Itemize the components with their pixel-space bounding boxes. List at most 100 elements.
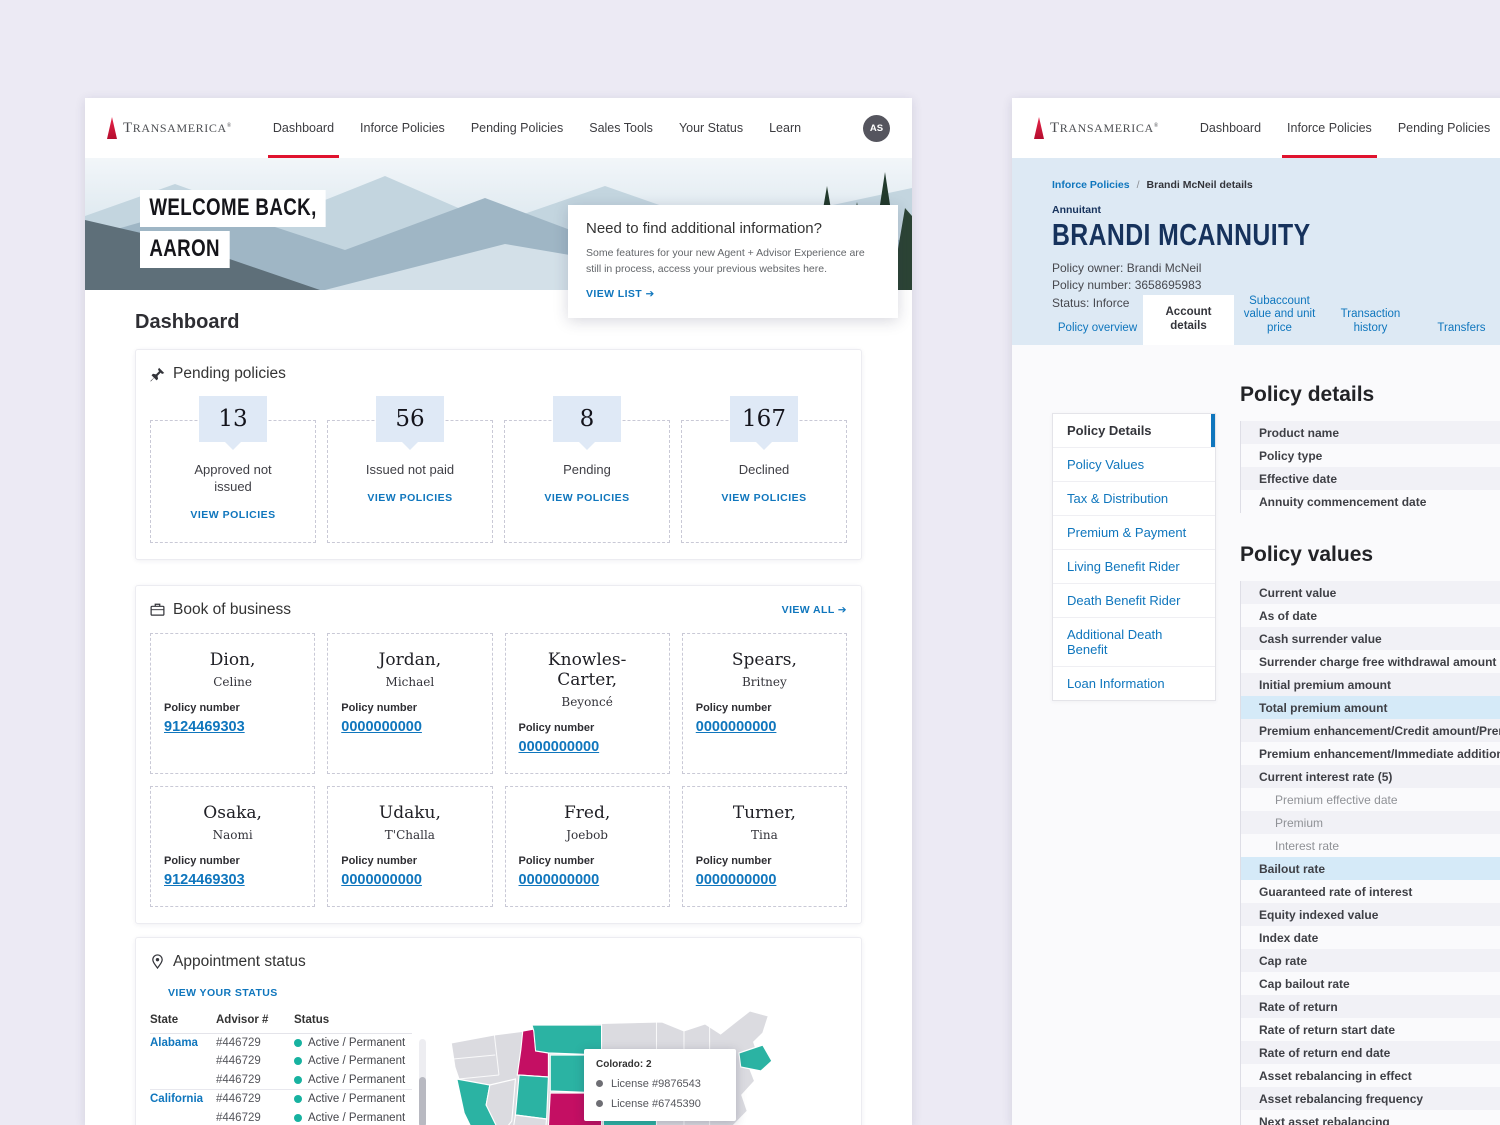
- nav-item[interactable]: Sales Tools: [589, 121, 653, 135]
- stat-label: Issued not paid: [365, 462, 455, 477]
- left-header: TRANSAMERICA® Dashboard Inforce Policies P…: [85, 98, 912, 158]
- state-arizona[interactable]: [510, 1114, 548, 1125]
- policy-number-link[interactable]: 0000000000: [518, 871, 600, 888]
- status-dot: [294, 1095, 302, 1104]
- policy-value-row: Cash surrender value: [1241, 627, 1500, 650]
- license-item: License #6745390: [596, 1098, 724, 1110]
- status-dot: [294, 1038, 302, 1047]
- view-policies-link[interactable]: VIEW POLICIES: [721, 491, 807, 504]
- table-row: California #446729 Active / Permanent: [150, 1088, 412, 1108]
- policy-number-link[interactable]: 9124469303: [164, 871, 245, 888]
- policy-value-row: Current value: [1241, 581, 1500, 604]
- state-link[interactable]: Alabama: [150, 1036, 198, 1049]
- side-menu-item[interactable]: Premium & Payment: [1053, 516, 1215, 550]
- policy-number-link[interactable]: 0000000000: [341, 871, 422, 888]
- breadcrumb-current: Brandi McNeil details: [1146, 179, 1253, 191]
- table-scrollbar: [419, 1038, 426, 1125]
- policy-number-link[interactable]: 0000000000: [695, 718, 777, 735]
- policy-tab[interactable]: Transaction history: [1340, 308, 1401, 335]
- right-header: TRANSAMERICA® Dashboard Inforce Policies P…: [1012, 98, 1500, 158]
- side-menu-item[interactable]: Policy Values: [1053, 448, 1215, 482]
- table-row: #446729 Active / Permanent: [150, 1071, 412, 1089]
- side-menu-item[interactable]: Death Benefit Rider: [1053, 584, 1215, 618]
- logo-wordmark: RANSAMERICA: [1059, 120, 1154, 135]
- advisor-number: #446729: [216, 1093, 261, 1106]
- policy-details-window: TRANSAMERICA® Dashboard Inforce Policies P…: [1012, 98, 1500, 1125]
- policy-detail-row: Annuity commencement date: [1259, 494, 1427, 509]
- policy-value-row: Cap bailout rate: [1259, 976, 1350, 991]
- pending-policies-card: Pending policies 13 Approved not issued …: [135, 349, 862, 560]
- pending-stat: 56 Issued not paid VIEW POLICIES: [327, 396, 493, 543]
- nav-item[interactable]: Learn: [769, 121, 802, 135]
- side-menu-item[interactable]: Loan Information: [1067, 676, 1165, 691]
- side-menu-item[interactable]: Policy Details: [1053, 414, 1215, 448]
- view-policies-link[interactable]: VIEW POLICIES: [544, 491, 630, 504]
- view-policies-link[interactable]: VIEW POLICIES: [190, 508, 276, 521]
- side-menu-item[interactable]: Living Benefit Rider: [1053, 550, 1215, 584]
- nav-item[interactable]: Your Status: [678, 121, 744, 135]
- breadcrumb-parent[interactable]: Inforce Policies: [1052, 179, 1130, 191]
- advisor-number: #446729: [216, 1073, 261, 1086]
- client-cards: Dion, Celine Policy number 9124469303 Jo…: [150, 632, 847, 907]
- nav-item[interactable]: Inforce Policies: [1274, 98, 1385, 158]
- table-body: Alabama #446729 Active / Permanent #4467…: [150, 1034, 412, 1125]
- state-link[interactable]: California: [150, 1093, 204, 1106]
- state-montana[interactable]: [531, 1024, 603, 1056]
- policy-tab[interactable]: Transfers: [1437, 322, 1486, 335]
- welcome-line1: WELCOME BACK,: [149, 194, 317, 221]
- nav-item[interactable]: Pending Policies: [1397, 121, 1491, 135]
- nav-item[interactable]: Dashboard: [260, 98, 347, 158]
- policy-value-row: Rate of return: [1241, 995, 1500, 1018]
- policy-value-row: Initial premium amount: [1241, 673, 1500, 696]
- view-all-link[interactable]: VIEW ALL ➔: [781, 603, 847, 616]
- col-advisor: Advisor #: [216, 1013, 269, 1026]
- policy-meta: Policy owner: Brandi McNeil Policy number…: [1052, 260, 1500, 312]
- state-utah[interactable]: [514, 1074, 549, 1120]
- col-status: Status: [294, 1013, 330, 1026]
- stat-count-badge: 13: [199, 396, 267, 442]
- policy-number-link[interactable]: 0000000000: [695, 871, 777, 888]
- status-text: Active / Permanent: [308, 1055, 406, 1068]
- policy-detail-row: Policy type: [1259, 448, 1323, 463]
- client-first-name: T'Challa: [384, 827, 435, 842]
- status-text: Active / Permanent: [308, 1073, 406, 1086]
- client-last-name: Knowles-Carter,: [547, 649, 627, 690]
- client-last-name: Jordan,: [378, 649, 442, 670]
- policy-tab[interactable]: Policy overview: [1057, 322, 1138, 335]
- nav-item[interactable]: Pending Policies: [470, 121, 564, 135]
- scrollbar-thumb[interactable]: [419, 1076, 426, 1125]
- policy-number-link[interactable]: 0000000000: [341, 718, 422, 735]
- client-card: Fred, Joebob Policy number 0000000000: [504, 785, 670, 907]
- status-dot: [294, 1113, 302, 1122]
- nav-item[interactable]: Inforce Policies: [360, 121, 445, 135]
- policy-details-rows: Product name Policy type Effective date Ann…: [1240, 421, 1500, 513]
- state-new-york[interactable]: [738, 1044, 773, 1072]
- policy-value-row: Asset rebalancing in effect: [1259, 1068, 1412, 1083]
- view-policies-link[interactable]: VIEW POLICIES: [367, 491, 453, 504]
- side-menu-item[interactable]: Additional Death Benefit: [1053, 618, 1215, 667]
- policy-tab[interactable]: Subaccount value and unit price: [1243, 294, 1316, 335]
- table-row: Alabama #446729 Active / Permanent: [150, 1034, 412, 1052]
- avatar[interactable]: AS: [863, 114, 890, 142]
- state-nevada[interactable]: [485, 1078, 517, 1125]
- pending-stat: 8 Pending VIEW POLICIES: [504, 396, 670, 543]
- side-menu-item[interactable]: Tax & Distribution: [1053, 482, 1215, 516]
- status-text: Active / Permanent: [308, 1036, 406, 1049]
- view-your-status-link[interactable]: VIEW YOUR STATUS: [168, 986, 278, 999]
- book-of-business-title: Book of business: [173, 600, 292, 618]
- book-of-business-card: Book of business VIEW ALL ➔ Dion, Celine…: [135, 584, 862, 924]
- policy-tab[interactable]: Account details: [1143, 295, 1234, 345]
- policy-value-row: Rate of return start date: [1259, 1022, 1396, 1037]
- appointment-status-title: Appointment status: [173, 952, 306, 970]
- transamerica-logo[interactable]: TRANSAMERICA®: [1034, 117, 1159, 139]
- policy-number-link[interactable]: 0000000000: [518, 738, 600, 755]
- policy-values-rows: Current value As of date Cash surrender va…: [1240, 581, 1500, 1125]
- nav-item[interactable]: Dashboard: [1199, 121, 1262, 135]
- transamerica-logo[interactable]: TRANSAMERICA®: [107, 117, 232, 139]
- col-state: State: [150, 1013, 179, 1026]
- view-list-link[interactable]: VIEW LIST ➔: [586, 287, 655, 300]
- policy-hero-band: Inforce Policies / Brandi McNeil details…: [1012, 158, 1500, 345]
- pending-stat: 167 Declined VIEW POLICIES: [681, 396, 847, 543]
- policy-number-link[interactable]: 9124469303: [164, 718, 245, 735]
